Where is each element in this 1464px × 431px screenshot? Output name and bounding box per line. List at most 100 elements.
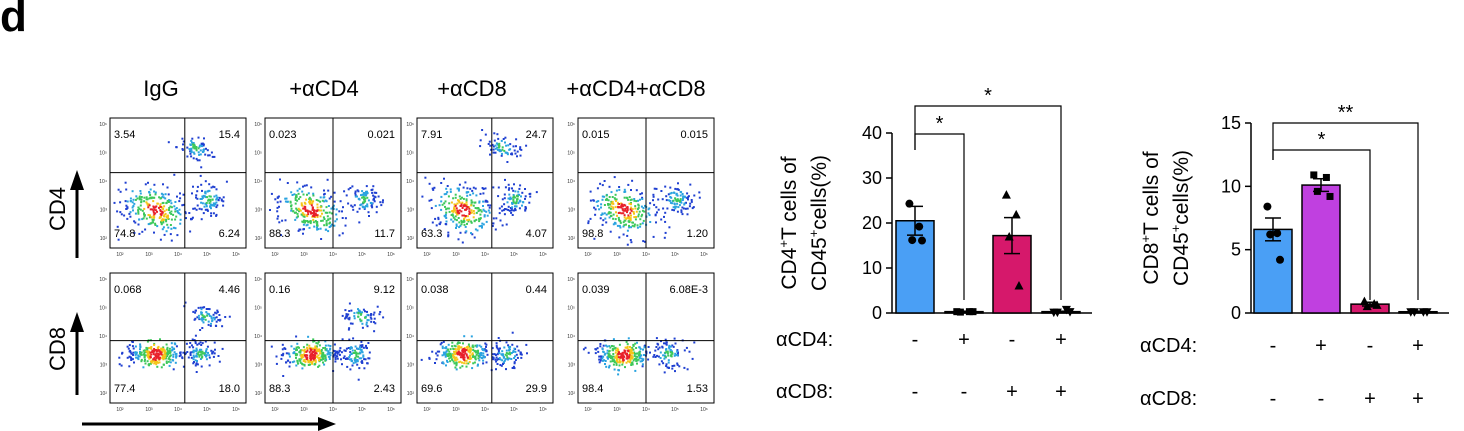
event-dot [139,343,142,346]
x-tick-label: 10² [271,252,279,258]
event-dot [477,355,480,357]
event-dot [315,210,318,213]
event-dot [174,343,177,346]
event-dot [149,356,152,359]
event-dot [498,149,501,152]
event-dot [307,364,310,366]
event-dot [605,194,608,197]
event-dot [466,219,469,222]
event-dot [664,185,667,188]
event-dot [676,349,679,352]
event-dot [471,352,474,355]
event-dot [174,361,177,364]
event-dot [346,365,349,368]
event-dot [294,199,297,201]
event-dot [178,200,181,203]
event-dot [449,190,452,193]
event-dot [613,176,616,179]
column-title: +αCD4+αCD8 [566,76,706,101]
event-dot [677,182,679,185]
event-dot [286,182,289,184]
x-tick-label: 10⁶ [539,407,547,413]
event-dot [120,213,123,216]
quadrant-lr-value: 18.0 [219,383,240,395]
event-dot [679,198,682,201]
event-dot [675,205,678,208]
event-dot [152,358,155,361]
event-dot [344,349,347,352]
event-dot [455,207,458,210]
event-dot [380,204,383,207]
event-dot [316,221,319,223]
event-dot [492,186,495,189]
event-dot [188,212,191,214]
event-dot [454,353,457,356]
event-dot [477,363,479,366]
event-dot [446,207,449,210]
x-tick-label: 10² [423,252,431,258]
event-dot [617,356,620,359]
event-dot [206,196,208,199]
event-dot [640,357,643,360]
event-dot [505,368,507,371]
event-dot [166,346,169,349]
event-dot [513,183,515,186]
event-dot [304,360,307,363]
event-dot [462,221,465,224]
event-dot [494,358,497,361]
event-dot [617,206,620,209]
event-dot [373,195,376,198]
treatment-row-label: αCD4: [776,329,833,351]
event-dot [210,207,212,210]
event-dot [498,207,501,210]
event-dot [166,186,169,189]
treatment-sign: + [1055,381,1067,403]
event-dot [602,219,605,222]
event-dot [202,212,205,215]
event-dot [451,341,454,344]
event-dot [513,149,516,152]
event-dot [284,200,287,203]
event-dot [615,211,617,214]
event-dot [148,350,151,353]
event-dot [624,190,627,193]
event-dot [629,239,632,241]
event-dot [321,219,324,222]
event-dot [315,350,318,353]
event-dot [346,357,349,360]
event-dot [612,355,615,358]
event-dot [366,196,369,199]
event-dot [510,358,513,360]
event-dot [348,338,351,341]
event-dot [312,351,315,354]
event-dot [474,358,477,361]
event-dot [135,195,138,198]
event-dot [316,203,319,206]
event-dot [678,365,681,368]
event-dot [213,186,216,189]
event-dot [478,356,481,359]
event-dot [632,344,635,347]
event-dot [207,154,210,157]
event-dot [526,352,528,355]
event-dot [618,351,620,354]
event-dot [472,349,475,351]
event-dot [374,322,377,325]
event-dot [630,354,633,357]
event-dot [642,207,645,209]
event-dot [152,211,155,214]
event-dot [524,197,526,200]
event-dot [441,203,444,206]
event-dot [328,358,331,360]
event-dot [323,218,326,220]
event-dot [160,366,163,369]
event-dot [507,205,510,208]
event-dot [624,219,627,222]
event-dot [514,359,517,361]
y-tick-label: 5 [1231,240,1241,260]
event-dot [447,207,450,210]
event-dot [152,205,155,208]
event-dot [144,358,146,361]
event-dot [448,202,451,205]
